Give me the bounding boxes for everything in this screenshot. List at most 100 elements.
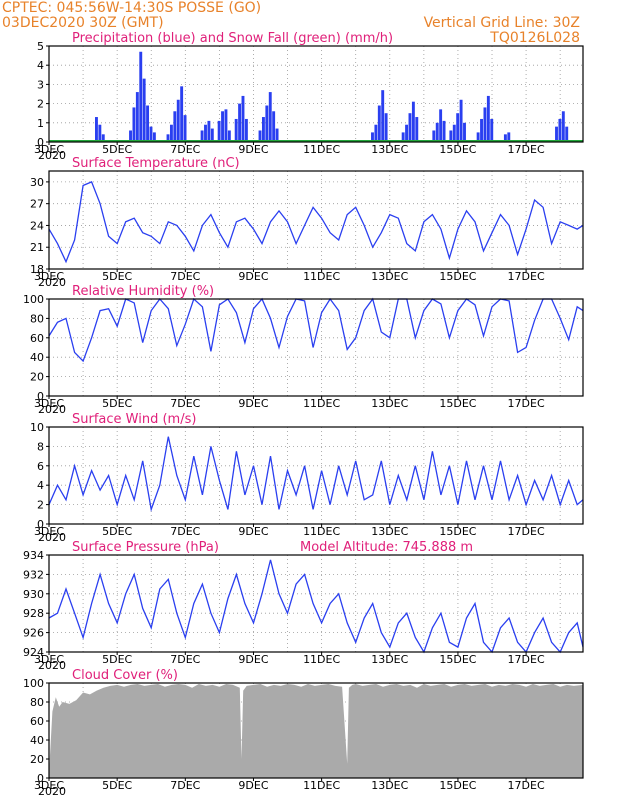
precipitation-bar: [142, 78, 146, 142]
y-tick-label: 21: [30, 241, 44, 254]
y-tick-label: 0: [37, 390, 44, 403]
x-tick-label: 9DEC: [238, 525, 268, 538]
x-tick-label: 13DEC: [371, 397, 408, 410]
pressure-panel: Surface Pressure (hPa) Model Altitude: 7…: [23, 540, 584, 672]
y-tick-label: 0: [37, 136, 44, 149]
y-tick-label: 40: [30, 734, 44, 747]
x-tick-label: 7DEC: [170, 270, 200, 283]
precipitation-bar: [490, 118, 494, 142]
x-tick-label: 3DEC: [34, 143, 64, 156]
precipitation-bar: [558, 118, 562, 142]
panel-frame: [48, 426, 584, 525]
y-tick-label: 934: [23, 549, 44, 562]
precipitation-bar: [439, 109, 443, 142]
precipitation-bar: [135, 92, 139, 142]
pressure-title: Surface Pressure (hPa): [72, 540, 219, 555]
station-header: CPTEC: 045:56W-14:30S POSSE (GO): [2, 0, 261, 16]
precipitation-bar: [234, 118, 238, 142]
y-tick-label: 924: [23, 646, 44, 659]
y-tick-label: 30: [30, 176, 44, 189]
y-tick-label: 5: [37, 40, 44, 53]
precipitation-bar: [561, 111, 565, 142]
x-tick-label: 11DEC: [303, 779, 340, 792]
precipitation-bar: [166, 134, 170, 142]
precipitation-bar: [456, 113, 460, 142]
x-tick-label: 9DEC: [238, 779, 268, 792]
x-tick-label: 17DEC: [508, 143, 545, 156]
humidity-title: Relative Humidity (%): [72, 284, 214, 299]
precipitation-bar: [101, 134, 105, 142]
x-tick-label: 11DEC: [303, 270, 340, 283]
y-tick-label: 24: [30, 219, 44, 232]
precipitation-bar: [449, 130, 453, 142]
x-year-label: 2020: [38, 149, 66, 162]
y-tick-label: 0: [37, 518, 44, 531]
y-tick-label: 4: [37, 479, 44, 492]
temperature-title: Surface Temperature (nC): [72, 156, 240, 171]
humidity-panel: Relative Humidity (%) 0 20 40 60 80 100 3DEC 5D…: [23, 284, 584, 416]
precipitation-bar: [152, 132, 156, 142]
y-tick-label: 926: [23, 627, 44, 640]
y-tick-label: 10: [30, 421, 44, 434]
y-tick-label: 6: [37, 460, 44, 473]
precipitation-bar: [180, 86, 184, 142]
x-tick-label: 7DEC: [170, 397, 200, 410]
panel-frame: [48, 170, 584, 270]
x-tick-label: 5DEC: [102, 143, 132, 156]
y-tick-label: 0: [37, 772, 44, 785]
x-tick-label: 3DEC: [34, 653, 64, 666]
precipitation-bar: [132, 107, 136, 142]
x-tick-label: 15DEC: [439, 270, 476, 283]
precipitation-bar: [129, 130, 132, 142]
precipitation-bar: [415, 117, 419, 142]
precipitation-bar: [217, 120, 221, 142]
x-year-label: 2020: [38, 276, 66, 289]
x-tick-label: 3DEC: [34, 270, 64, 283]
x-tick-label: 17DEC: [508, 779, 545, 792]
run-date-header: 03DEC2020 30Z (GMT): [2, 15, 164, 31]
x-tick-label: 5DEC: [102, 525, 132, 538]
precipitation-bar: [139, 51, 143, 143]
precipitation-bar: [503, 134, 507, 142]
y-tick-label: 8: [37, 440, 44, 453]
series-line: [48, 436, 584, 512]
x-tick-label: 17DEC: [508, 270, 545, 283]
panel-frame: [48, 554, 584, 653]
y-tick-label: 3: [37, 78, 44, 91]
precipitation-bar: [480, 118, 483, 142]
precipitation-bar: [183, 115, 187, 142]
precipitation-bar: [95, 117, 98, 142]
y-tick-label: 27: [30, 198, 44, 211]
y-tick-label: 4: [37, 59, 44, 72]
cloud-cover-panel: Cloud Cover (%) 0 20 40 60 80 100 3DEC 5DEC 7DEC…: [23, 668, 584, 798]
x-tick-label: 15DEC: [439, 653, 476, 666]
y-tick-label: 18: [30, 263, 44, 276]
precipitation-bar: [149, 126, 153, 142]
y-tick-label: 1: [37, 117, 44, 130]
x-tick-label: 13DEC: [371, 525, 408, 538]
series-line: [48, 297, 584, 363]
x-tick-label: 5DEC: [102, 270, 132, 283]
precipitation-bar: [459, 99, 463, 142]
precipitation-bar: [507, 132, 511, 142]
x-tick-label: 7DEC: [170, 143, 200, 156]
precipitation-bar: [452, 124, 456, 142]
y-tick-label: 80: [30, 312, 44, 325]
precipitation-bar: [200, 130, 204, 142]
cloud-cover-title: Cloud Cover (%): [72, 668, 178, 683]
x-tick-label: 17DEC: [508, 525, 545, 538]
x-tick-label: 3DEC: [34, 525, 64, 538]
y-tick-label: 100: [23, 293, 44, 306]
precipitation-bar: [405, 124, 409, 142]
precipitation-bar: [411, 101, 415, 142]
precipitation-bar: [227, 130, 231, 142]
x-tick-label: 15DEC: [439, 525, 476, 538]
wind-panel: Surface Wind (m/s) 0 2 4 6 8 10 3DEC 5DEC 7DEC 9D…: [30, 412, 584, 544]
x-year-label: 2020: [38, 531, 66, 544]
x-tick-label: 7DEC: [170, 779, 200, 792]
y-tick-label: 60: [30, 332, 44, 345]
precipitation-bar: [442, 120, 446, 142]
x-tick-label: 9DEC: [238, 143, 268, 156]
x-tick-label: 15DEC: [439, 143, 476, 156]
precipitation-bar: [244, 118, 248, 142]
